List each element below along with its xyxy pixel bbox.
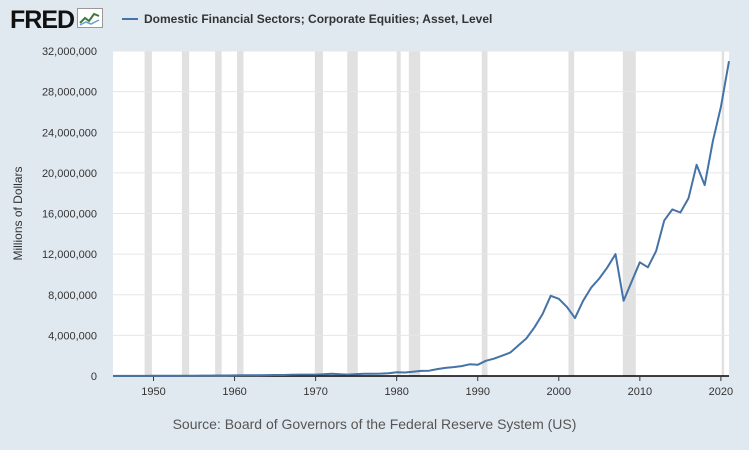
x-tick-label: 1950 [141,386,165,398]
x-tick-label: 1990 [465,386,489,398]
y-tick-label: 0 [91,371,97,383]
line-chart-icon [77,8,104,33]
y-tick-label: 28,000,000 [42,87,97,99]
x-tick-label: 2010 [628,386,652,398]
x-tick-label: 1960 [222,386,246,398]
y-tick-label: 24,000,000 [42,127,97,139]
series-line[interactable] [113,61,730,377]
y-tick-label: 12,000,000 [42,249,97,261]
y-tick-label: 16,000,000 [42,209,97,221]
y-axis-label: Millions of Dollars [11,166,25,260]
source-text: Source: Board of Governors of the Federa… [172,416,577,432]
y-tick-label: 4,000,000 [48,330,97,342]
chart-legend[interactable]: Domestic Financial Sectors; Corporate Eq… [122,12,492,26]
y-tick-label: 8,000,000 [48,290,97,302]
legend-series-label: Domestic Financial Sectors; Corporate Eq… [144,12,493,26]
x-tick-label: 1970 [303,386,327,398]
logo-text: FRED [10,6,75,34]
fred-logo[interactable]: FRED [10,6,104,35]
legend-swatch [122,18,138,20]
y-tick-label: 20,000,000 [42,168,97,180]
x-tick-label: 1980 [384,386,408,398]
x-tick-label: 2020 [709,386,733,398]
x-tick-label: 2000 [547,386,571,398]
y-tick-label: 32,000,000 [42,46,97,58]
